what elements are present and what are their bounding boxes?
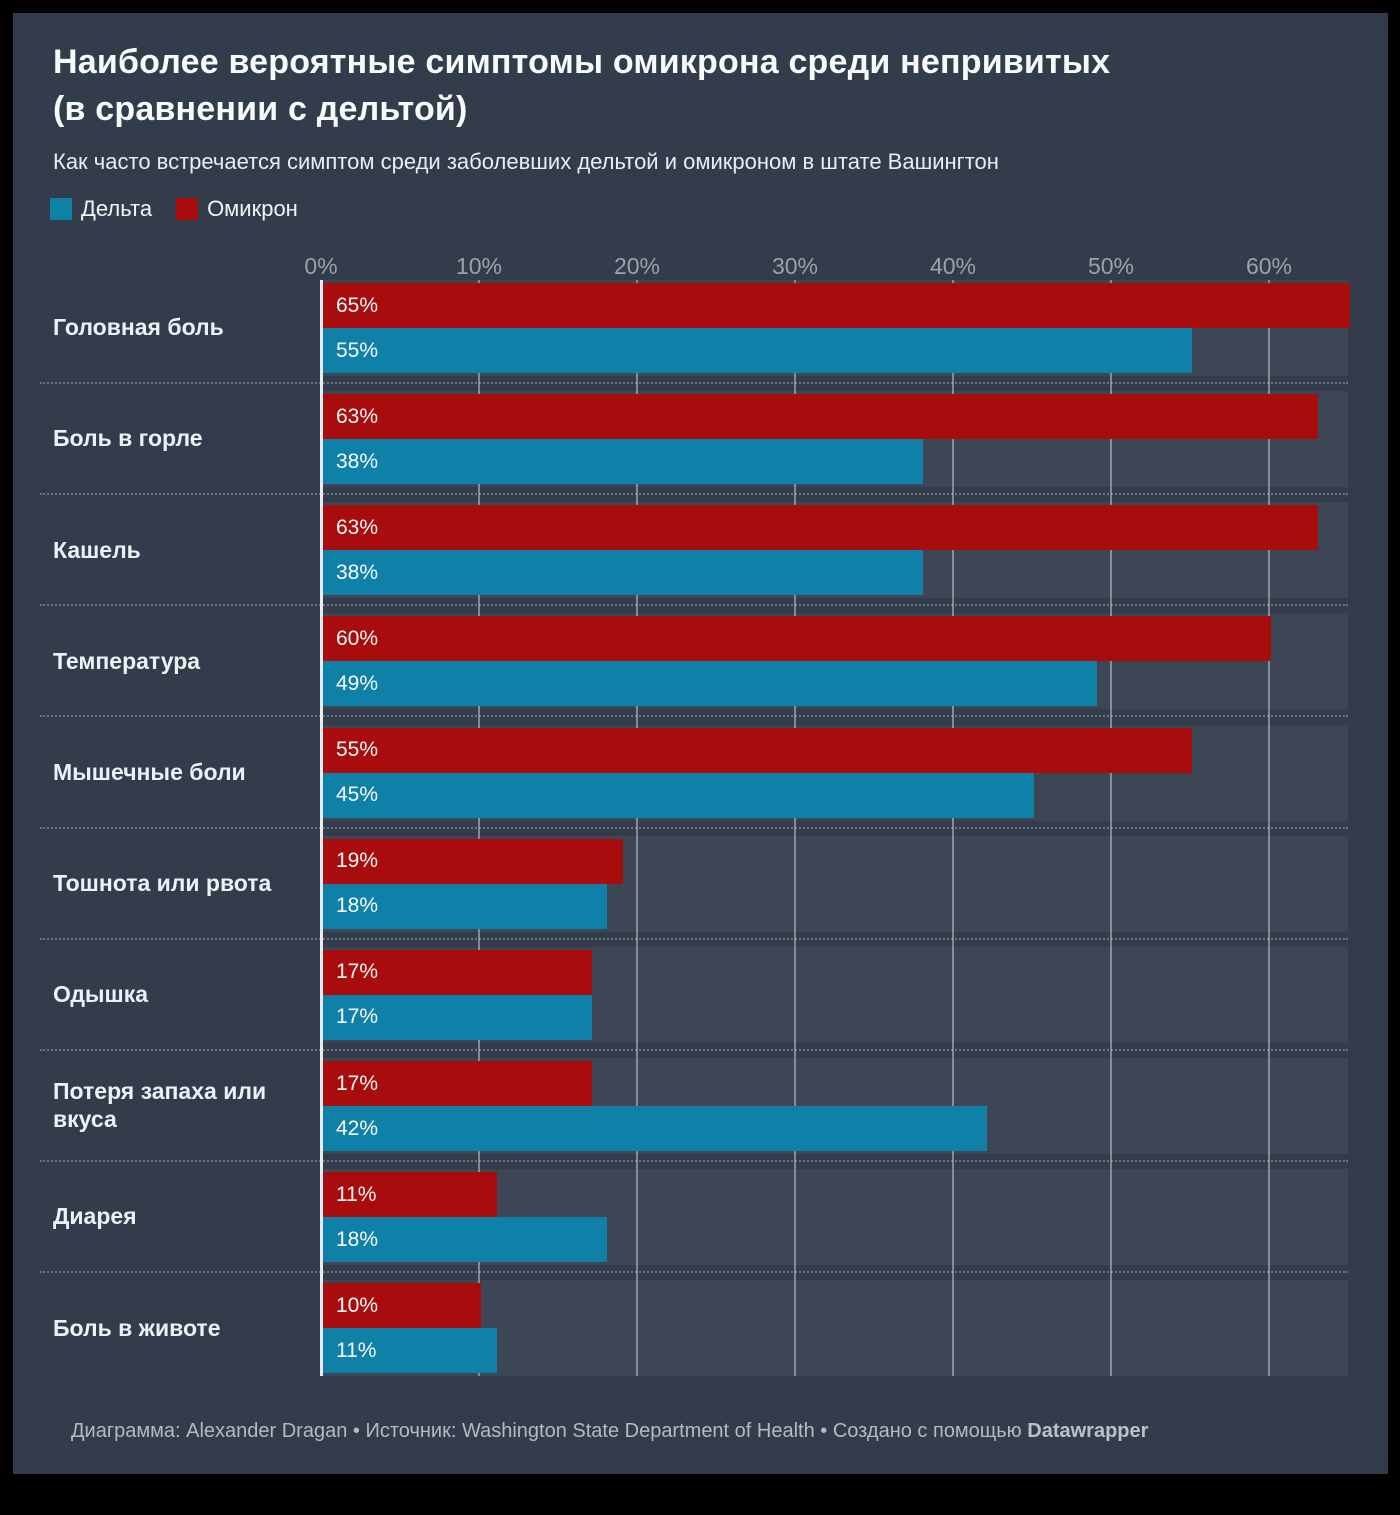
- bar-value-label: 55%: [336, 738, 379, 762]
- delta-bar: 18%: [323, 883, 608, 929]
- gridline: [636, 280, 638, 1377]
- row-separator: [40, 715, 1348, 718]
- category-label: Температура: [53, 647, 201, 674]
- category-label: Боль в животе: [53, 1314, 221, 1341]
- category-label: Мышечные боли: [53, 758, 246, 785]
- bar-value-label: 65%: [336, 293, 379, 317]
- bar-value-label: 17%: [336, 1005, 379, 1029]
- category-label: Кашель: [53, 536, 141, 563]
- gridline: [1268, 280, 1270, 1377]
- bar-value-label: 55%: [336, 338, 379, 362]
- x-axis-tick-label: 20%: [613, 253, 661, 279]
- bar-value-label: 10%: [336, 1293, 379, 1317]
- omicron-bar: 11%: [323, 1172, 497, 1218]
- chart-subtitle: Как часто встречается симптом среди забо…: [53, 149, 999, 174]
- bar-value-label: 18%: [336, 1227, 379, 1251]
- bar-value-label: 19%: [336, 849, 379, 873]
- bar-value-label: 60%: [336, 626, 379, 650]
- legend: Дельта Омикрон: [50, 196, 298, 222]
- category-label: Боль в горле: [53, 425, 203, 452]
- category-label: Потеря запаха или вкуса: [53, 1078, 267, 1133]
- bar-value-label: 38%: [336, 560, 379, 584]
- zero-axis-line: [320, 280, 323, 1377]
- x-axis-tick-label: 30%: [771, 253, 819, 279]
- gridline: [478, 280, 480, 1377]
- bar-value-label: 18%: [336, 894, 379, 918]
- chart-title-line2: (в сравнении с дельтой): [53, 89, 468, 128]
- category-label: Головная боль: [53, 314, 224, 341]
- omicron-bar: 63%: [323, 505, 1319, 551]
- category-label: Тошнота или рвота: [53, 869, 272, 896]
- gridline: [1110, 280, 1112, 1377]
- delta-bar: 17%: [323, 994, 592, 1040]
- omicron-color-swatch: [176, 198, 199, 220]
- omicron-bar: 19%: [323, 838, 624, 884]
- row-separator: [40, 1271, 1348, 1274]
- bar-value-label: 49%: [336, 671, 379, 695]
- bar-chart: 0% 10% 20% 30% 40% 50% 60% Головная боль Боль в …: [13, 13, 1388, 1474]
- x-axis-tick-label: 10%: [455, 253, 503, 279]
- gridline: [952, 280, 954, 1377]
- chart-credit: Диаграмма: Alexander Dragan • Источник: …: [71, 1420, 1351, 1443]
- brand-name: Datawrapper: [1027, 1420, 1149, 1442]
- row-separator: [40, 826, 1348, 829]
- bar-value-label: 11%: [336, 1182, 377, 1206]
- row-separator: [40, 604, 1348, 607]
- bar-value-label: 17%: [336, 960, 379, 984]
- delta-bar: 18%: [323, 1217, 608, 1263]
- omicron-bar: 17%: [323, 1061, 592, 1107]
- bar-value-label: 38%: [336, 449, 379, 473]
- delta-bar: 55%: [323, 328, 1192, 373]
- chart-panel: Наиболее вероятные симптомы омикрона сре…: [13, 13, 1388, 1474]
- omicron-bar: 60%: [323, 616, 1271, 662]
- legend-label-omicron: Омикрон: [207, 196, 298, 221]
- delta-bar: 11%: [323, 1328, 497, 1374]
- delta-bar: 45%: [323, 772, 1034, 818]
- x-axis-tick-label: 50%: [1087, 253, 1135, 279]
- bar-value-label: 45%: [336, 783, 379, 807]
- legend-item-delta: Дельта: [50, 196, 152, 222]
- omicron-bar: 10%: [323, 1283, 481, 1329]
- row-separator: [40, 1048, 1348, 1051]
- row-separator: [40, 937, 1348, 940]
- bar-value-label: 63%: [336, 404, 379, 428]
- bar-value-label: 42%: [336, 1116, 379, 1140]
- delta-color-swatch: [50, 198, 72, 220]
- omicron-bar: 55%: [323, 727, 1192, 773]
- x-axis-tick-label: 60%: [1245, 253, 1293, 279]
- credit-text: Диаграмма: Alexander Dragan • Источник: …: [71, 1420, 1028, 1442]
- delta-bar: 49%: [323, 661, 1098, 707]
- legend-item-omicron: Омикрон: [176, 196, 298, 222]
- row-separator: [40, 1160, 1348, 1163]
- bar-value-label: 11%: [336, 1338, 377, 1362]
- chart-title-line1: Наиболее вероятные симптомы омикрона сре…: [53, 43, 1111, 81]
- gridline: [794, 280, 796, 1377]
- row-separator: [40, 382, 1348, 384]
- x-axis-tick-label: 40%: [929, 253, 977, 279]
- category-label: Одышка: [53, 981, 149, 1008]
- omicron-bar: 63%: [323, 394, 1319, 440]
- chart-title: Наиболее вероятные симптомы омикрона сре…: [53, 39, 1333, 133]
- bar-value-label: 63%: [336, 515, 379, 539]
- delta-bar: 38%: [323, 439, 924, 485]
- legend-label-delta: Дельта: [81, 196, 153, 221]
- row-separator: [40, 493, 1348, 496]
- delta-bar: 38%: [323, 550, 924, 596]
- delta-bar: 42%: [323, 1106, 987, 1152]
- omicron-bar: 17%: [323, 949, 592, 995]
- category-label: Диарея: [53, 1203, 137, 1230]
- x-axis-tick-label: 0%: [304, 253, 338, 279]
- omicron-bar: 65%: [323, 283, 1350, 328]
- bar-value-label: 17%: [336, 1071, 379, 1095]
